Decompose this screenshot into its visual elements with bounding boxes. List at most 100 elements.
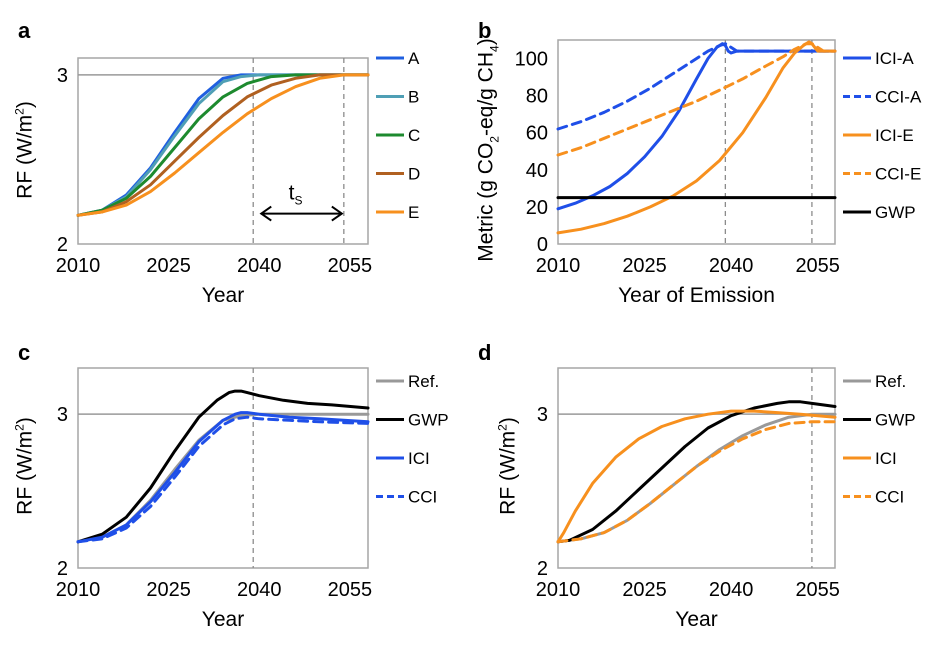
- series-line-d: [76, 73, 370, 217]
- legend-label: ICI: [875, 449, 897, 468]
- series-line-icia: [556, 42, 837, 211]
- panel-label: a: [18, 18, 31, 43]
- x-tick-label: 2040: [709, 579, 754, 601]
- y-tick-label: 2: [57, 234, 68, 256]
- y-tick-label: 60: [526, 123, 548, 145]
- y-tick-label: 0: [537, 234, 548, 256]
- legend-label: CCI: [875, 488, 904, 507]
- annotation-subscript: S: [294, 194, 302, 208]
- x-tick-label: 2010: [56, 579, 101, 601]
- y-axis-label-part: ): [474, 38, 497, 45]
- legend-label: GWP: [408, 411, 449, 430]
- y-axis-label-part: Metric (g CO: [474, 143, 497, 262]
- series-line-ici: [76, 411, 370, 544]
- panel-d: d Ref. GWP ICI CCI 2010 2025 2040 2055 2 3 Year RF (…: [478, 340, 916, 631]
- x-axis-label: Year: [675, 608, 717, 631]
- y-tick-label: 3: [537, 404, 548, 426]
- x-tick-label: 2025: [622, 255, 667, 277]
- series-line-gwp: [556, 400, 837, 544]
- legend-label: C: [408, 126, 420, 145]
- y-axis-label-part: RF (W/m: [496, 431, 519, 515]
- x-axis-label: Year: [202, 284, 244, 307]
- legend-label: CCI: [408, 488, 437, 507]
- series-line-gwp: [76, 389, 370, 544]
- series-line-icie: [556, 40, 837, 235]
- series-line-ici: [556, 409, 837, 544]
- y-axis-label-part: ): [496, 417, 519, 424]
- y-axis-label: RF (W/m2): [12, 417, 36, 515]
- series-line-e: [76, 73, 370, 217]
- y-axis-label-superscript: 2: [12, 424, 26, 431]
- legend-label: GWP: [875, 203, 916, 222]
- x-tick-label: 2055: [328, 255, 373, 277]
- series-line-ccia: [556, 42, 837, 131]
- legend-label: CCI-E: [875, 165, 921, 184]
- y-tick-label: 80: [526, 86, 548, 108]
- legend-label: ICI: [408, 449, 430, 468]
- y-axis-label-part: ): [13, 101, 36, 108]
- y-tick-label: 3: [57, 65, 68, 87]
- x-tick-label: 2040: [237, 579, 282, 601]
- arrow-right-icon: [331, 205, 344, 222]
- arrow-left-icon: [259, 205, 272, 222]
- y-tick-label: 3: [57, 404, 68, 426]
- y-tick-label: 100: [515, 49, 548, 71]
- x-tick-label: 2055: [795, 255, 840, 277]
- y-axis-label: RF (W/m2): [495, 417, 519, 515]
- legend-label: ICI-A: [875, 49, 914, 68]
- legend-label: Ref.: [408, 372, 439, 391]
- plot-frame: [557, 39, 836, 245]
- legend-label: A: [408, 49, 420, 68]
- series-line-ccie: [556, 42, 837, 157]
- series-line-ref: [76, 412, 370, 544]
- series-line-cci: [76, 415, 370, 544]
- plot-frame: [77, 367, 369, 569]
- x-tick-label: 2055: [795, 579, 840, 601]
- series-line-c: [76, 73, 370, 217]
- annotation-main: t: [289, 182, 295, 205]
- y-axis-label-superscript: 2: [495, 424, 509, 431]
- y-axis-label: Metric (g CO2-eq/g CH4): [474, 38, 501, 261]
- series-line-cci: [556, 420, 837, 544]
- panel-c: c Ref. GWP ICI CCI 2010 2025 2040 2055 2 3 Year RF (…: [12, 340, 448, 631]
- x-axis-label: Year: [202, 608, 244, 631]
- y-axis-label-part: RF (W/m: [13, 115, 36, 199]
- x-axis-label: Year of Emission: [618, 284, 775, 307]
- x-tick-label: 2025: [622, 579, 667, 601]
- y-axis-label-subscript: 2: [487, 136, 501, 143]
- legend-label: ICI-E: [875, 126, 914, 145]
- y-axis-label-subscript: 4: [487, 45, 501, 52]
- y-tick-label: 2: [537, 558, 548, 580]
- y-axis-label-part: ): [13, 417, 36, 424]
- panel-label: d: [478, 340, 491, 365]
- y-axis-label: RF (W/m2): [12, 101, 36, 199]
- plot-frame: [557, 367, 836, 569]
- legend-label: GWP: [875, 411, 916, 430]
- x-tick-label: 2040: [709, 255, 754, 277]
- x-tick-label: 2010: [56, 255, 101, 277]
- x-tick-label: 2055: [328, 579, 373, 601]
- legend-label: Ref.: [875, 372, 906, 391]
- x-tick-label: 2025: [146, 255, 191, 277]
- x-tick-label: 2040: [237, 255, 282, 277]
- x-tick-label: 2010: [536, 255, 581, 277]
- legend-label: CCI-A: [875, 88, 922, 107]
- legend-label: D: [408, 165, 420, 184]
- x-tick-label: 2010: [536, 579, 581, 601]
- y-axis-label-part: -eq/g CH: [474, 52, 497, 136]
- panel-label: b: [478, 18, 491, 43]
- y-axis-label-superscript: 2: [12, 108, 26, 115]
- y-tick-label: 40: [526, 160, 548, 182]
- legend-label: E: [408, 203, 419, 222]
- y-tick-label: 20: [526, 197, 548, 219]
- legend-label: B: [408, 88, 419, 107]
- annotation-label: tS: [289, 182, 303, 208]
- y-tick-label: 2: [57, 558, 68, 580]
- panel-label: c: [18, 340, 30, 365]
- y-axis-label-part: RF (W/m: [13, 431, 36, 515]
- plot-frame: [77, 57, 369, 245]
- x-tick-label: 2025: [146, 579, 191, 601]
